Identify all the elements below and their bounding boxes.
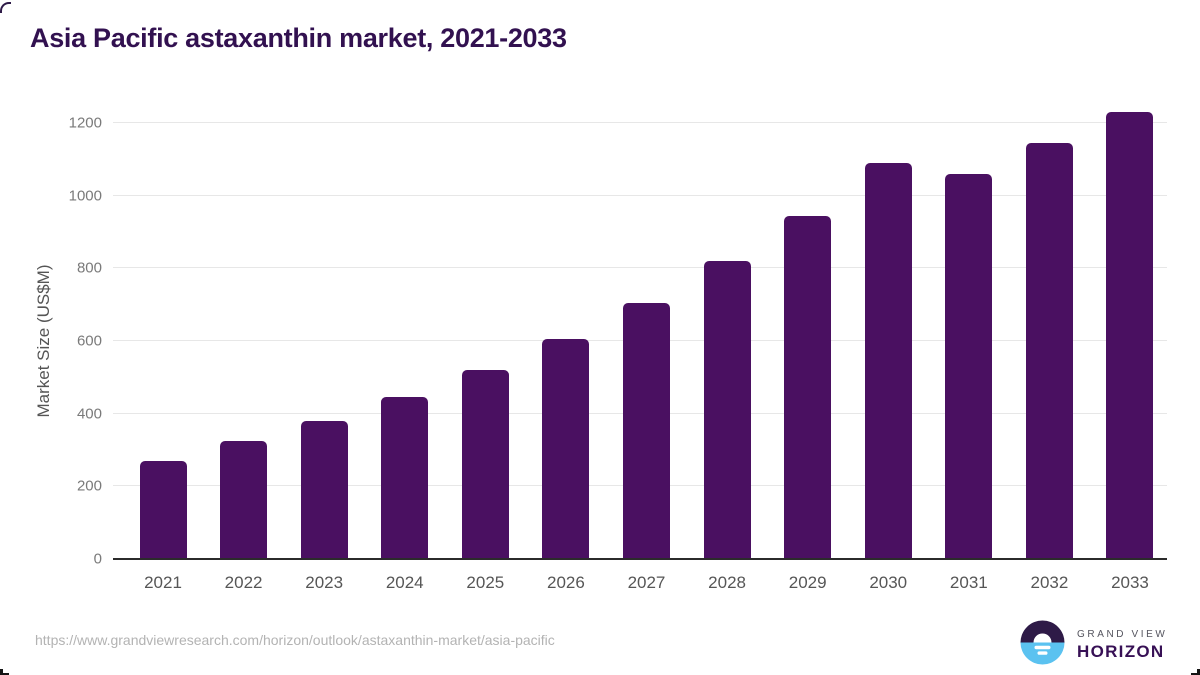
frame-corner-bottom-right — [1191, 669, 1200, 675]
bar-2033[interactable] — [1106, 112, 1154, 559]
y-tick-label-800: 800 — [76, 259, 102, 277]
logo-text: GRAND VIEW HORIZON — [1077, 629, 1167, 662]
bar-2027[interactable] — [622, 302, 670, 559]
plot-area: 0 200 400 600 800 1000 1200 2021 2022 2023 2024 202… — [69, 112, 1167, 592]
x-tick-label-2021: 2021 — [144, 573, 182, 592]
gridline-800 — [113, 267, 1167, 269]
bar-2029[interactable] — [784, 215, 832, 559]
bar-2026[interactable] — [542, 339, 590, 559]
bar-2025[interactable] — [461, 370, 509, 559]
bar-2030[interactable] — [864, 162, 912, 559]
x-tick-label-2030: 2030 — [869, 573, 908, 592]
grand-view-horizon-logo: GRAND VIEW HORIZON — [1020, 620, 1167, 670]
gridline-1200 — [113, 122, 1167, 123]
x-tick-label-2029: 2029 — [788, 573, 827, 592]
bar-2031[interactable] — [945, 173, 993, 559]
x-tick-label-2025: 2025 — [466, 573, 505, 592]
y-tick-label-400: 400 — [76, 405, 102, 423]
bar-2023[interactable] — [300, 420, 348, 559]
frame-corner-top-left — [0, 2, 11, 13]
bar-2024[interactable] — [381, 397, 429, 559]
x-tick-label-2027: 2027 — [627, 573, 666, 592]
horizon-sun-icon — [1020, 620, 1065, 670]
x-axis-line — [113, 558, 1167, 560]
y-tick-label-1200: 1200 — [68, 114, 102, 132]
chart-title: Asia Pacific astaxanthin market, 2021-20… — [30, 23, 567, 53]
y-axis-title: Market Size (US$M) — [34, 264, 53, 418]
x-tick-label-2022: 2022 — [224, 573, 263, 592]
bar-2028[interactable] — [703, 261, 751, 559]
x-tick-label-2026: 2026 — [546, 573, 585, 592]
x-tick-label-2024: 2024 — [385, 573, 424, 592]
y-tick-label-1000: 1000 — [68, 187, 102, 205]
x-tick-label-2033: 2033 — [1111, 573, 1149, 592]
bar-2021[interactable] — [139, 460, 187, 559]
logo-brand-top: GRAND VIEW — [1077, 628, 1168, 640]
x-tick-label-2032: 2032 — [1030, 573, 1069, 592]
y-tick-label-600: 600 — [76, 332, 102, 350]
bar-2022[interactable] — [220, 440, 268, 559]
bar-2032[interactable] — [1025, 142, 1073, 559]
y-tick-label-0: 0 — [93, 550, 102, 568]
x-tick-label-2031: 2031 — [949, 573, 988, 592]
gridline-1000 — [113, 194, 1167, 196]
x-tick-label-2028: 2028 — [708, 573, 746, 592]
logo-brand-bottom: HORIZON — [1077, 641, 1165, 661]
frame-corner-bottom-left — [0, 669, 9, 675]
x-tick-label-2023: 2023 — [305, 573, 344, 592]
y-tick-label-200: 200 — [76, 477, 102, 495]
source-url: https://www.grandviewresearch.com/horizo… — [35, 632, 555, 648]
